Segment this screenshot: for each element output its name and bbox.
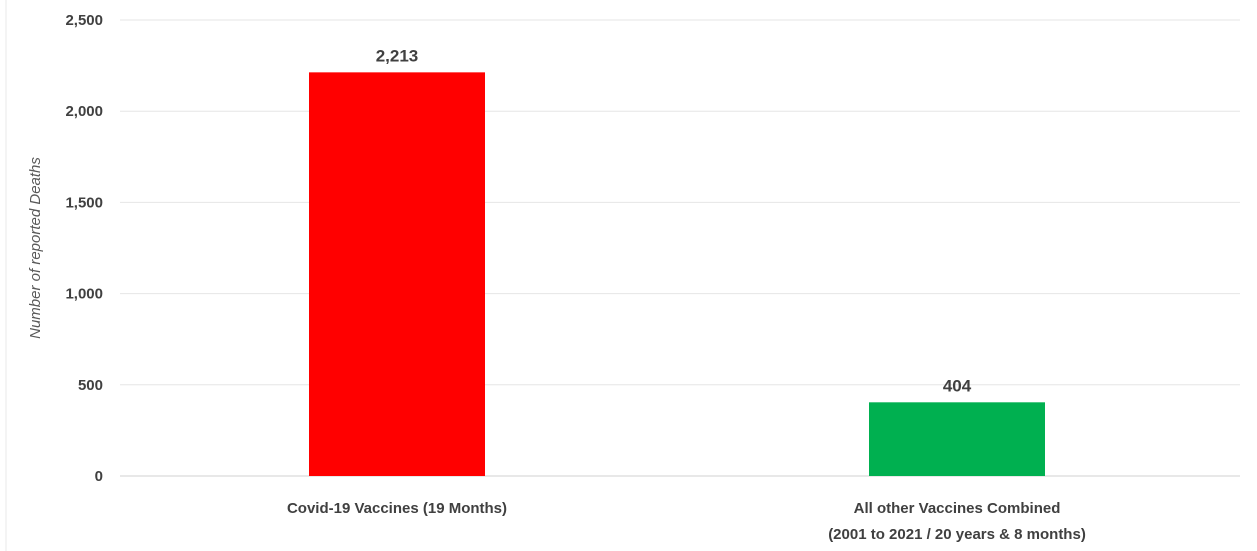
y-tick-label: 1,000 — [65, 286, 103, 303]
gridlines — [120, 19, 1240, 477]
y-tick-label: 2,000 — [65, 103, 103, 120]
data-labels: 2,213 404 — [376, 46, 972, 395]
bar-1 — [309, 72, 485, 476]
y-tick-label: 0 — [95, 468, 103, 485]
category-labels: Covid-19 Vaccines (19 Months) All other V… — [287, 500, 1086, 543]
y-axis-ticks: 0 500 1,000 1,500 2,000 2,500 — [65, 12, 103, 485]
y-tick-label: 2,500 — [65, 12, 103, 29]
y-tick-label: 1,500 — [65, 194, 103, 211]
y-axis-title: Number of reported Deaths — [27, 157, 44, 339]
y-tick-label: 500 — [78, 377, 103, 394]
data-label-2: 404 — [943, 376, 972, 395]
category-label-2: (2001 to 2021 / 20 years & 8 months) — [828, 526, 1086, 543]
bars — [309, 72, 1045, 476]
data-label-1: 2,213 — [376, 46, 419, 65]
category-label-1: Covid-19 Vaccines (19 Months) — [287, 500, 507, 517]
category-label-2: All other Vaccines Combined — [854, 500, 1061, 517]
bar-2 — [869, 402, 1045, 476]
